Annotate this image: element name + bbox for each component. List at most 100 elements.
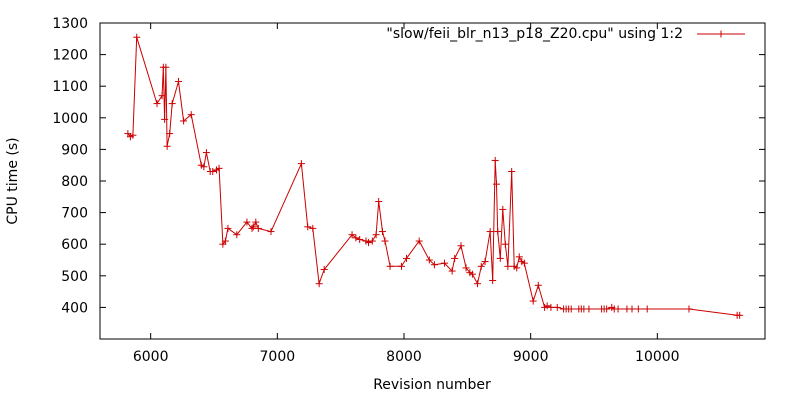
y-tick-label: 600 [61, 237, 88, 253]
x-tick-label: 10000 [635, 349, 680, 365]
x-tick-label: 7000 [260, 349, 296, 365]
data-point [499, 205, 507, 213]
data-point [468, 270, 476, 278]
data-point [508, 168, 516, 176]
data-point [585, 305, 593, 313]
data-point [462, 264, 470, 272]
x-tick-label: 8000 [386, 349, 422, 365]
data-point [547, 303, 555, 311]
data-point [158, 92, 166, 100]
data-point [162, 63, 170, 71]
y-tick-label: 500 [61, 269, 88, 285]
x-tick-label: 6000 [133, 349, 169, 365]
data-point [356, 235, 364, 243]
data-point [513, 264, 521, 272]
data-point [209, 168, 217, 176]
data-point [180, 117, 188, 125]
y-axis-label: CPU time (s) [5, 137, 21, 224]
data-point [315, 280, 323, 288]
data-point [567, 305, 575, 313]
x-axis-label: Revision number [373, 377, 491, 393]
data-point [175, 77, 183, 85]
data-point [381, 237, 389, 245]
data-point [520, 259, 528, 267]
data-point [352, 234, 360, 242]
data-point [163, 142, 171, 150]
data-point [451, 254, 459, 262]
data-point [425, 256, 433, 264]
data-point [320, 265, 328, 273]
series-points [124, 33, 744, 319]
data-point [504, 262, 512, 270]
data-point [129, 131, 137, 139]
data-point [441, 259, 449, 267]
y-tick-label: 900 [61, 142, 88, 158]
data-point [224, 224, 232, 232]
data-point [249, 223, 257, 231]
data-point [233, 231, 241, 239]
data-point [553, 303, 561, 311]
data-point [501, 240, 509, 248]
data-point [248, 224, 256, 232]
y-tick-label: 1100 [52, 79, 88, 95]
series-line [127, 37, 740, 316]
data-point [492, 180, 500, 188]
data-point [202, 149, 210, 157]
data-point [378, 228, 386, 236]
data-point [168, 100, 176, 108]
legend: "slow/feii_blr_n13_p18_Z20.cpu" using 1:… [386, 26, 745, 42]
data-point [603, 305, 611, 313]
data-point [215, 164, 223, 172]
y-tick-label: 1000 [52, 111, 88, 127]
data-point [534, 281, 542, 289]
data-point [494, 228, 502, 236]
data-point [473, 280, 481, 288]
y-tick-label: 1200 [52, 48, 88, 64]
data-point [736, 311, 744, 319]
data-point [297, 160, 305, 168]
data-point [348, 231, 356, 239]
data-point [166, 130, 174, 138]
data-point [486, 228, 494, 236]
data-point [200, 163, 208, 171]
legend-point-sample [717, 30, 725, 38]
data-point [403, 254, 411, 262]
y-tick-label: 400 [61, 300, 88, 316]
x-axis: 6000 7000 8000 9000 10000 [133, 23, 680, 365]
data-point [491, 156, 499, 164]
plot-frame [99, 22, 766, 340]
data-point [254, 224, 262, 232]
data-point [529, 297, 537, 305]
data-point [643, 305, 651, 313]
data-point [243, 218, 251, 226]
data-point [496, 254, 504, 262]
legend-label: "slow/feii_blr_n13_p18_Z20.cpu" using 1:… [386, 26, 683, 42]
data-point [543, 302, 551, 310]
data-point [252, 218, 260, 226]
data-point [477, 262, 485, 270]
y-tick-label: 700 [61, 206, 88, 222]
data-point [372, 231, 380, 239]
data-point [133, 33, 141, 41]
data-point [221, 237, 229, 245]
data-point [614, 305, 622, 313]
data-point [153, 100, 161, 108]
data-point [457, 242, 465, 250]
y-axis: 400 500 600 700 800 900 1000 1100 1200 1300 [52, 16, 765, 316]
data-point [448, 267, 456, 275]
y-tick-label: 800 [61, 174, 88, 190]
data-point [634, 305, 642, 313]
data-point [368, 237, 376, 245]
data-point [481, 258, 489, 266]
x-tick-label: 9000 [513, 349, 549, 365]
y-tick-label: 1300 [52, 16, 88, 32]
data-point [375, 198, 383, 206]
data-point [415, 237, 423, 245]
data-point [309, 224, 317, 232]
data-point [304, 223, 312, 231]
data-point [430, 261, 438, 269]
data-point [397, 262, 405, 270]
data-point [386, 262, 394, 270]
data-point [267, 228, 275, 236]
